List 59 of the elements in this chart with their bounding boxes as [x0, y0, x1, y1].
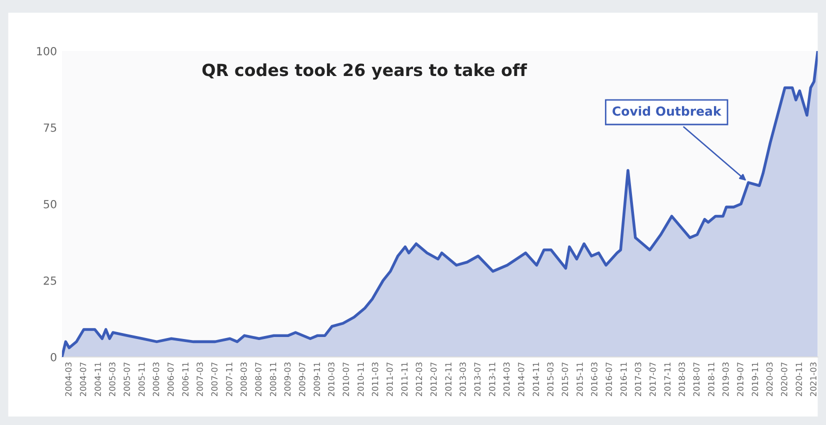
y-tick-label: 25 [44, 276, 56, 285]
x-tick-label: 2005-03 [109, 362, 116, 396]
x-tick-label: 2007-11 [226, 362, 232, 396]
x-tick-label: 2006-11 [182, 362, 189, 396]
x-tick-label: 2012-11 [445, 362, 452, 396]
x-tick-label: 2019-03 [722, 362, 729, 396]
x-tick-label: 2019-11 [752, 362, 758, 396]
x-tick-label: 2004-03 [65, 362, 72, 396]
x-tick-label: 2011-07 [386, 362, 393, 396]
x-tick-label: 2012-07 [430, 362, 437, 396]
x-tick-label: 2013-07 [474, 362, 481, 396]
annotation: Covid Outbreak [612, 106, 722, 116]
x-tick-label: 2018-11 [708, 362, 714, 396]
y-tick-label: 100 [37, 46, 56, 56]
x-tick-label: 2007-07 [211, 362, 218, 396]
x-tick-label: 2015-11 [576, 362, 583, 396]
y-tick-label: 75 [44, 124, 56, 132]
x-tick-label: 2014-03 [503, 362, 510, 396]
x-tick-label: 2014-07 [518, 362, 524, 396]
x-tick-label: 2018-03 [678, 362, 685, 396]
x-tick-label: 2004-11 [94, 362, 101, 396]
x-tick-label: 2017-07 [650, 362, 656, 396]
x-tick-label: 2016-11 [620, 362, 627, 396]
x-tick-label: 2018-07 [693, 362, 700, 396]
x-tick-label: 2016-03 [591, 362, 598, 396]
x-tick-label: 2010-11 [358, 362, 364, 396]
x-tick-label: 2016-07 [606, 362, 612, 396]
x-tick-label: 2009-11 [314, 362, 320, 396]
x-tick-label: 2009-07 [298, 362, 306, 396]
x-tick-label: 2012-03 [416, 362, 422, 396]
x-tick-label: 2021-03 [810, 362, 816, 396]
x-tick-label: 2006-07 [167, 362, 174, 396]
x-tick-label: 2011-11 [401, 362, 408, 396]
x-tick-label: 2013-11 [488, 362, 496, 396]
x-tick-label: 2017-03 [634, 362, 642, 396]
x-tick-label: 2010-03 [328, 362, 334, 396]
x-tick-label: 2011-03 [372, 362, 378, 396]
x-tick-label: 2010-07 [342, 362, 350, 396]
x-tick-label: 2007-03 [196, 362, 203, 396]
x-tick-label: 2005-11 [138, 362, 145, 396]
x-tick-label: 2014-11 [532, 362, 540, 396]
x-tick-label: 2020-07 [780, 362, 788, 396]
x-tick-label: 2015-07 [562, 362, 568, 396]
x-tick-label: 2008-11 [270, 362, 276, 396]
x-tick-label: 2020-11 [796, 362, 802, 396]
y-tick-label: 0 [50, 352, 56, 362]
x-tick-label: 2017-11 [664, 362, 671, 396]
x-tick-label: 2006-03 [152, 362, 160, 396]
y-tick-label: 50 [44, 200, 56, 208]
x-tick-label: 2005-07 [124, 362, 130, 396]
x-tick-label: 2008-03 [240, 362, 247, 396]
x-tick-label: 2009-03 [284, 362, 291, 396]
x-tick-label: 2020-03 [766, 362, 773, 396]
x-tick-label: 2013-03 [460, 362, 466, 396]
text: QR codes took 26 years to take off [202, 63, 528, 80]
x-tick-label: 2015-03 [547, 362, 554, 396]
x-tick-label: 2019-07 [737, 362, 744, 396]
x-tick-label: 2004-07 [80, 362, 86, 396]
x-tick-label: 2008-07 [255, 362, 262, 396]
